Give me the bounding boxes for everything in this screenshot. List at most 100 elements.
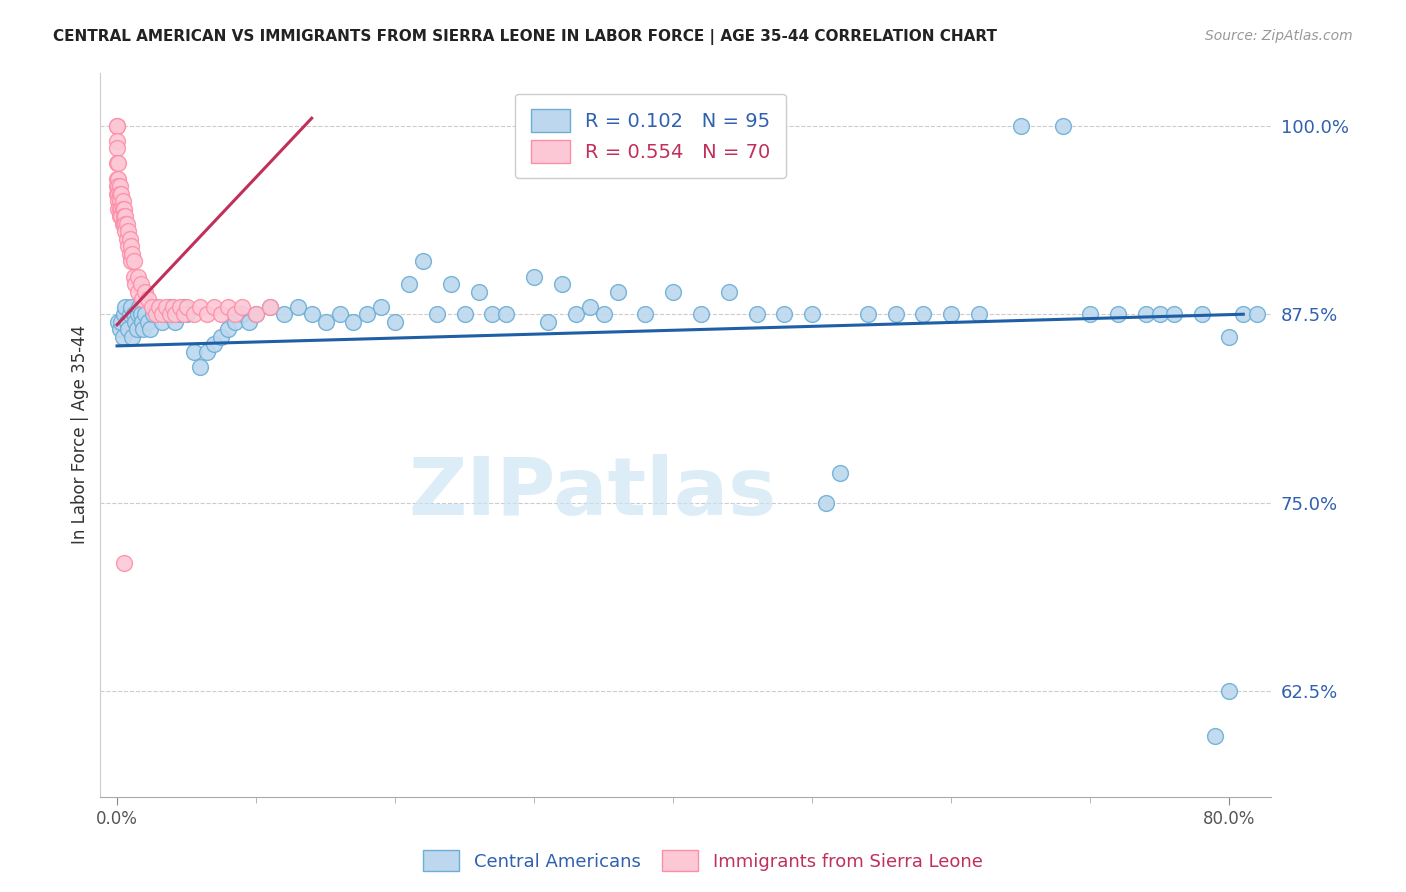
- Text: Source: ZipAtlas.com: Source: ZipAtlas.com: [1205, 29, 1353, 43]
- Point: [122, 307, 145, 321]
- Point: [107, 194, 129, 209]
- Point: [131, 292, 153, 306]
- Point: [315, 315, 337, 329]
- Point: [231, 307, 253, 321]
- Point: [224, 307, 246, 321]
- Point: [110, 202, 132, 216]
- Point: [217, 322, 239, 336]
- Point: [169, 300, 191, 314]
- Point: [238, 315, 260, 329]
- Point: [245, 307, 267, 321]
- Point: [745, 307, 768, 321]
- Point: [190, 300, 212, 314]
- Point: [941, 307, 963, 321]
- Point: [132, 322, 155, 336]
- Point: [1135, 307, 1157, 321]
- Point: [856, 307, 879, 321]
- Point: [1191, 307, 1213, 321]
- Point: [259, 300, 281, 314]
- Point: [145, 307, 167, 321]
- Point: [967, 307, 990, 321]
- Point: [162, 307, 184, 321]
- Point: [134, 307, 156, 321]
- Point: [117, 224, 139, 238]
- Point: [139, 322, 162, 336]
- Point: [131, 315, 153, 329]
- Point: [129, 277, 152, 291]
- Point: [115, 232, 138, 246]
- Point: [165, 307, 187, 321]
- Point: [105, 156, 128, 170]
- Point: [159, 307, 181, 321]
- Point: [912, 307, 935, 321]
- Point: [287, 300, 309, 314]
- Point: [1052, 119, 1074, 133]
- Point: [165, 315, 187, 329]
- Point: [108, 186, 131, 201]
- Point: [111, 330, 134, 344]
- Point: [301, 307, 323, 321]
- Point: [114, 217, 136, 231]
- Point: [231, 300, 253, 314]
- Point: [111, 202, 134, 216]
- Point: [217, 300, 239, 314]
- Y-axis label: In Labor Force | Age 35-44: In Labor Force | Age 35-44: [72, 326, 89, 544]
- Point: [112, 217, 135, 231]
- Point: [148, 300, 170, 314]
- Point: [110, 186, 132, 201]
- Point: [120, 300, 142, 314]
- Point: [108, 179, 131, 194]
- Point: [1204, 730, 1226, 744]
- Point: [112, 202, 135, 216]
- Point: [495, 307, 517, 321]
- Point: [142, 307, 165, 321]
- Point: [107, 171, 129, 186]
- Point: [122, 269, 145, 284]
- Point: [169, 307, 191, 321]
- Legend: Central Americans, Immigrants from Sierra Leone: Central Americans, Immigrants from Sierr…: [416, 843, 990, 879]
- Point: [173, 300, 195, 314]
- Point: [197, 345, 219, 359]
- Point: [127, 285, 149, 299]
- Point: [773, 307, 796, 321]
- Point: [105, 179, 128, 194]
- Point: [1149, 307, 1171, 321]
- Point: [209, 307, 232, 321]
- Point: [107, 156, 129, 170]
- Point: [105, 119, 128, 133]
- Point: [110, 209, 132, 223]
- Point: [105, 186, 128, 201]
- Point: [356, 307, 378, 321]
- Point: [884, 307, 907, 321]
- Point: [124, 277, 146, 291]
- Point: [551, 277, 574, 291]
- Point: [141, 300, 163, 314]
- Point: [105, 134, 128, 148]
- Point: [114, 224, 136, 238]
- Point: [148, 307, 170, 321]
- Point: [176, 300, 198, 314]
- Point: [111, 217, 134, 231]
- Point: [114, 209, 136, 223]
- Point: [578, 300, 600, 314]
- Point: [111, 194, 134, 209]
- Point: [107, 186, 129, 201]
- Point: [1218, 330, 1240, 344]
- Point: [108, 202, 131, 216]
- Point: [145, 300, 167, 314]
- Point: [426, 307, 449, 321]
- Point: [717, 285, 740, 299]
- Point: [121, 330, 143, 344]
- Point: [136, 292, 159, 306]
- Point: [1218, 684, 1240, 698]
- Point: [1078, 307, 1101, 321]
- Point: [105, 171, 128, 186]
- Point: [440, 277, 463, 291]
- Point: [209, 330, 232, 344]
- Point: [124, 315, 146, 329]
- Point: [183, 345, 205, 359]
- Point: [112, 209, 135, 223]
- Point: [370, 300, 392, 314]
- Point: [108, 322, 131, 336]
- Point: [112, 307, 135, 321]
